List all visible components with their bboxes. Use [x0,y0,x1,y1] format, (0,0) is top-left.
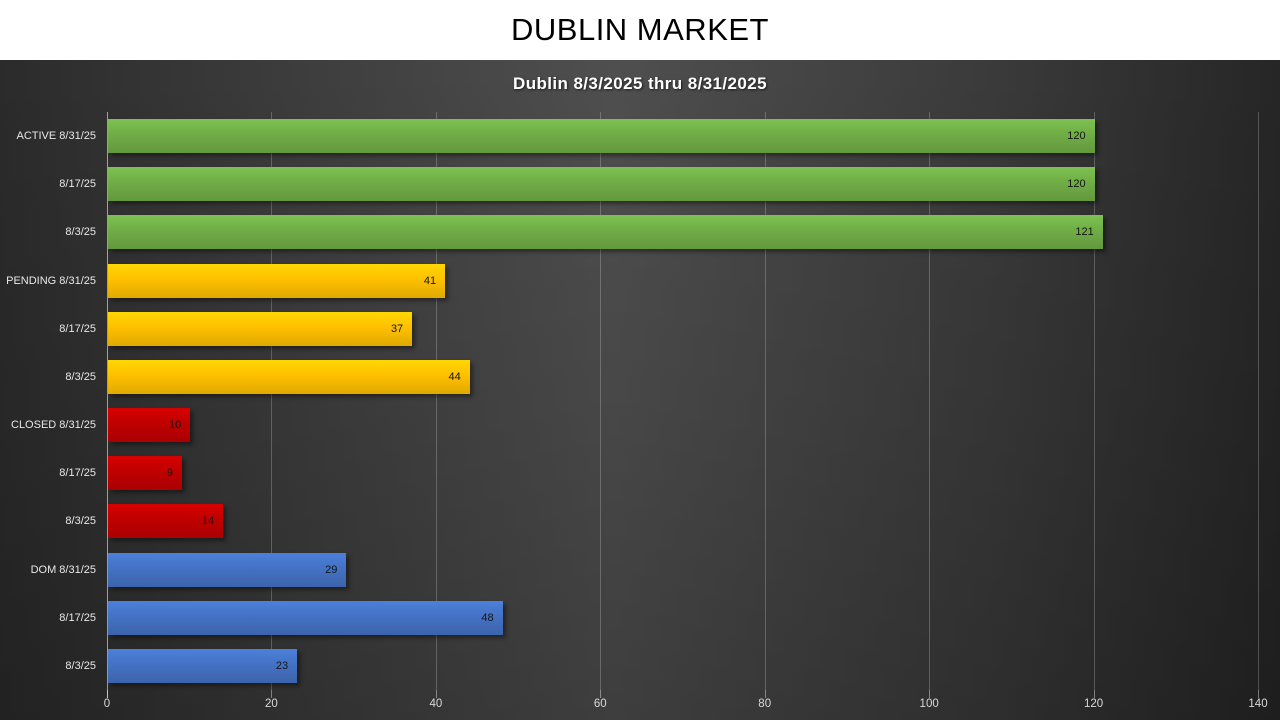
bar: 14 [108,504,224,539]
gridline [1093,112,1095,690]
gridline [929,112,931,690]
bar: 48 [108,600,503,635]
gridline [764,112,766,690]
bar: 9 [108,456,182,491]
bar: 120 [108,119,1095,154]
x-tick-mark [435,690,437,698]
x-tick-mark [764,690,766,698]
x-axis-label: 40 [429,698,443,710]
gridline [600,112,602,690]
x-axis-label: 60 [593,698,607,710]
plot-area: ACTIVE 8/31/25 120 8/17/25 120 8/3/25 121 PEND… [6,112,1259,698]
x-axis-label: 120 [1083,698,1104,710]
category-label: 8/3/25 [65,515,96,528]
bar: 29 [108,552,347,587]
category-label: 8/17/25 [59,611,96,624]
bar: 41 [108,263,446,298]
x-tick-mark [600,690,602,698]
bar: 121 [108,215,1103,250]
value-label: 48 [481,611,494,624]
value-label: 9 [166,467,173,480]
x-axis-label: 80 [758,698,772,710]
value-label: 120 [1067,178,1086,191]
gridline [1258,112,1259,690]
value-label: 121 [1075,226,1094,239]
bar-row: 8/17/25 48 [59,600,1258,635]
x-axis-label: 140 [1248,698,1268,710]
bar-row: 8/17/25 9 [59,456,1258,491]
value-label: 120 [1067,130,1086,143]
x-tick-mark [929,690,931,698]
category-label: 8/3/25 [65,370,96,383]
category-label: 8/3/25 [65,226,96,239]
x-tick-mark [107,690,108,698]
chart-region: Dublin 8/3/2025 thru 8/31/2025 ACTIVE 8/… [0,60,1280,720]
bar-row: ACTIVE 8/31/25 120 [17,119,1258,154]
x-axis-label: 20 [265,698,278,710]
category-label: 8/17/25 [59,322,96,335]
value-label: 41 [423,274,437,287]
value-label: 10 [168,419,182,432]
bar: 120 [108,167,1095,202]
x-tick-mark [1093,690,1095,698]
bar: 10 [108,408,191,443]
bar-row: 8/3/25 23 [65,648,1258,683]
category-label: 8/3/25 [65,659,96,672]
bar-row: 8/3/25 121 [65,215,1258,250]
bar: 37 [108,311,413,346]
x-axis-label: 0 [103,698,111,710]
category-label: PENDING 8/31/25 [6,274,96,287]
value-label: 29 [325,563,338,576]
value-label: 14 [201,515,215,528]
gridline [271,112,273,690]
bar-row: 8/3/25 14 [65,504,1258,539]
x-tick-mark [1258,690,1259,698]
bar-row: DOM 8/31/25 29 [31,552,1258,587]
category-label: CLOSED 8/31/25 [11,419,96,432]
value-label: 23 [275,659,289,672]
bar-row: 8/17/25 37 [59,311,1258,346]
bar-row: 8/17/25 120 [59,167,1258,202]
page-title: DUBLIN MARKET [511,12,769,47]
gridline [435,112,437,690]
bar-row: 8/3/25 44 [65,359,1258,394]
category-label: DOM 8/31/25 [30,563,96,576]
value-label: 44 [448,370,461,383]
category-label: ACTIVE 8/31/25 [16,130,97,143]
bar: 23 [108,648,298,683]
chart-subtitle: Dublin 8/3/2025 thru 8/31/2025 [513,74,767,93]
x-axis: 0 20 40 60 80 100 120 140 [103,698,1268,714]
x-axis-label: 100 [919,698,939,710]
category-label: 8/17/25 [59,178,96,191]
x-tick-mark [271,690,273,698]
bar: 44 [108,359,470,394]
bar-row: PENDING 8/31/25 41 [6,263,1258,298]
value-label: 37 [390,322,404,335]
header-band: DUBLIN MARKET [0,0,1280,60]
category-label: 8/17/25 [59,467,96,480]
y-axis-line [107,112,108,698]
bar-row: CLOSED 8/31/25 10 [11,408,1258,443]
